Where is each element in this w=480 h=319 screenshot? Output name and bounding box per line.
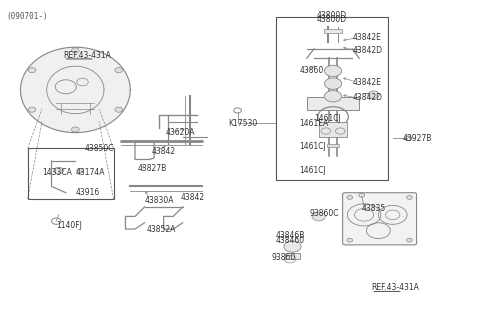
Text: 1461EA: 1461EA <box>300 119 329 128</box>
Bar <box>319 122 348 137</box>
Text: 43830A: 43830A <box>144 196 174 205</box>
Circle shape <box>347 238 353 242</box>
Text: 43842: 43842 <box>152 147 176 156</box>
Circle shape <box>28 107 36 112</box>
Circle shape <box>28 68 36 73</box>
Bar <box>285 253 300 259</box>
Circle shape <box>324 65 342 77</box>
Text: 1461CJ: 1461CJ <box>300 166 326 175</box>
Text: 43842D: 43842D <box>352 46 382 55</box>
Bar <box>28 148 114 199</box>
Text: 1433CA: 1433CA <box>42 168 72 177</box>
Text: 1461CJ: 1461CJ <box>300 142 326 151</box>
Circle shape <box>284 241 301 252</box>
Text: 43174A: 43174A <box>75 168 105 177</box>
Text: 43842: 43842 <box>180 193 204 202</box>
Circle shape <box>312 212 325 221</box>
Circle shape <box>407 196 412 199</box>
Text: 1140FJ: 1140FJ <box>56 221 82 230</box>
Circle shape <box>115 107 122 112</box>
Circle shape <box>72 48 79 53</box>
FancyBboxPatch shape <box>343 193 417 245</box>
Text: REF.43-431A: REF.43-431A <box>63 51 111 60</box>
Text: K17530: K17530 <box>228 119 257 128</box>
Polygon shape <box>21 47 130 133</box>
Text: 43827B: 43827B <box>137 165 167 174</box>
Text: 438460: 438460 <box>276 236 305 245</box>
Text: (090701-): (090701-) <box>6 12 48 21</box>
Bar <box>324 29 342 33</box>
Circle shape <box>347 196 353 199</box>
Bar <box>307 97 360 110</box>
Circle shape <box>368 91 379 99</box>
Text: 43800D: 43800D <box>316 15 347 24</box>
Circle shape <box>77 168 84 173</box>
Text: 1461CJ: 1461CJ <box>314 114 341 123</box>
Bar <box>276 17 388 180</box>
Text: 43927B: 43927B <box>402 134 432 144</box>
Text: 93860C: 93860C <box>309 209 339 218</box>
Text: 43800D: 43800D <box>316 11 347 20</box>
Text: 93860: 93860 <box>271 253 295 262</box>
Text: 43842D: 43842D <box>352 93 382 102</box>
Text: 43835: 43835 <box>362 204 386 213</box>
Text: 43842E: 43842E <box>352 33 381 42</box>
Circle shape <box>115 68 122 73</box>
Circle shape <box>407 238 412 242</box>
Text: REF.43-431A: REF.43-431A <box>371 283 419 292</box>
Text: 43620A: 43620A <box>166 128 195 137</box>
Text: 43846B: 43846B <box>276 231 305 240</box>
Text: 43860: 43860 <box>300 66 324 76</box>
Text: 43842E: 43842E <box>352 78 381 86</box>
Text: 43852A: 43852A <box>147 225 176 234</box>
Text: 43916: 43916 <box>75 188 100 197</box>
Bar <box>327 144 339 147</box>
Circle shape <box>72 127 79 132</box>
Text: 43850C: 43850C <box>85 144 114 153</box>
Circle shape <box>324 78 342 89</box>
Circle shape <box>54 167 63 174</box>
Circle shape <box>324 91 342 102</box>
